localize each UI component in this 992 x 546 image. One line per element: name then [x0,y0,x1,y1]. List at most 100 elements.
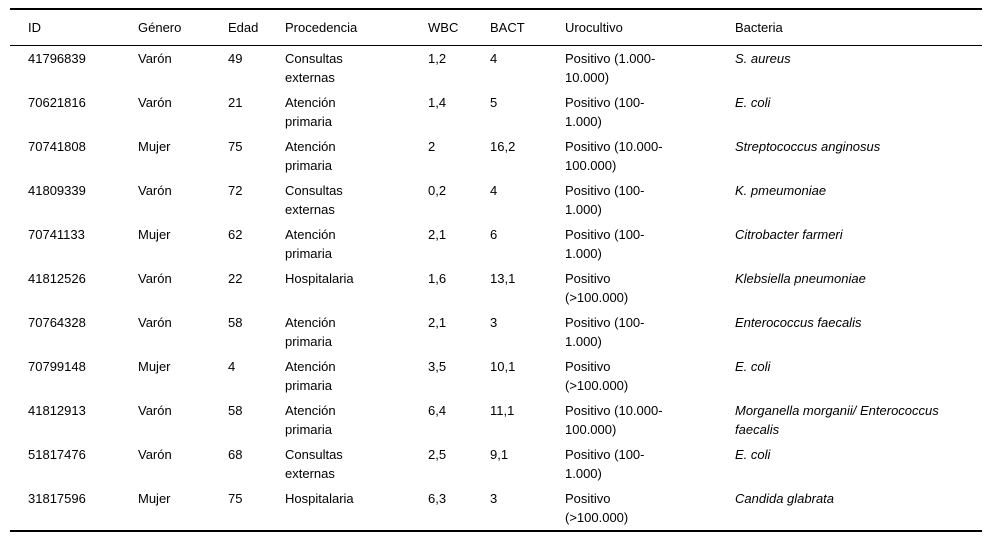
cell-bact: 5 [490,95,498,110]
cell-bact: 13,1 [490,271,516,286]
cell-genero: Mujer [138,359,171,374]
column-header-bact: BACT [490,9,565,46]
cell-genero: Varón [138,315,172,330]
column-header-id: ID [10,9,138,46]
column-header-edad: Edad [228,9,285,46]
cell-bact: 3 [490,315,498,330]
cell-procedencia: Atención primaria [285,403,336,437]
cell-edad: 75 [228,139,243,154]
cell-edad: 75 [228,491,243,506]
cell-urocultivo: Positivo (100-​1.000) [565,183,645,217]
table-row: 41809339 Varón 72 Consultas externas 0,2 4 Pos… [10,178,982,222]
cell-wbc: 6,4 [428,403,447,418]
cell-genero: Mujer [138,227,171,242]
cell-bact: 10,1 [490,359,516,374]
cell-wbc: 2 [428,139,436,154]
cell-bact: 6 [490,227,498,242]
cell-bact: 9,1 [490,447,509,462]
cell-id: 51817476 [28,447,86,462]
cell-bact: 4 [490,51,498,66]
cell-id: 70621816 [28,95,86,110]
cell-id: 70799148 [28,359,86,374]
cell-bacteria: Morganella morganii/ Enterococcus faecal… [735,403,939,437]
table-row: 70621816 Varón 21 Atención primaria 1,4 5 Posi… [10,90,982,134]
cell-bacteria: Enterococcus faecalis [735,315,862,330]
cell-id: 41796839 [28,51,86,66]
cell-wbc: 2,5 [428,447,447,462]
cell-genero: Varón [138,403,172,418]
cell-procedencia: Consultas externas [285,51,343,85]
cell-procedencia: Atención primaria [285,359,336,393]
cell-urocultivo: Positivo (1.000-​10.000) [565,51,656,85]
cell-genero: Varón [138,271,172,286]
cell-genero: Varón [138,95,172,110]
cell-bact: 16,2 [490,139,516,154]
cell-edad: 72 [228,183,243,198]
cell-procedencia: Consultas externas [285,183,343,217]
cell-wbc: 0,2 [428,183,447,198]
column-header-urocultivo: Urocultivo [565,9,735,46]
cell-urocultivo: Positivo (100-​1.000) [565,447,645,481]
cell-genero: Mujer [138,139,171,154]
table-row: 70799148 Mujer 4 Atención primaria 3,5 10,1 Po… [10,354,982,398]
cell-id: 31817596 [28,491,86,506]
cell-bacteria: S. aureus [735,51,791,66]
cell-id: 70741808 [28,139,86,154]
cell-bacteria: E. coli [735,447,771,462]
cell-edad: 21 [228,95,243,110]
table-row: 70741808 Mujer 75 Atención primaria 2 16,2 Pos… [10,134,982,178]
table-row: 51817476 Varón 68 Consultas externas 2,5 9,1 P… [10,442,982,486]
cell-urocultivo: Positivo (>100.000) [565,491,629,525]
patients-table: ID Género Edad Procedencia WBC BACT Urocultivo… [10,8,982,532]
cell-urocultivo: Positivo (>100.000) [565,271,629,305]
table-body: 41796839 Varón 49 Consultas externas 1,2 4 Pos… [10,46,982,532]
cell-procedencia: Atención primaria [285,227,336,261]
column-header-procedencia: Procedencia [285,9,428,46]
cell-wbc: 3,5 [428,359,447,374]
cell-edad: 58 [228,403,243,418]
cell-id: 41812526 [28,271,86,286]
cell-procedencia: Atención primaria [285,315,336,349]
cell-wbc: 1,2 [428,51,447,66]
cell-urocultivo: Positivo (10.000-​100.000) [565,139,663,173]
cell-edad: 62 [228,227,243,242]
cell-id: 70741133 [28,227,85,242]
table-row: 41796839 Varón 49 Consultas externas 1,2 4 Pos… [10,46,982,91]
table-header-row: ID Género Edad Procedencia WBC BACT Urocultivo… [10,9,982,46]
cell-edad: 68 [228,447,243,462]
cell-id: 41812913 [28,403,86,418]
cell-urocultivo: Positivo (100-​1.000) [565,95,645,129]
cell-edad: 58 [228,315,243,330]
cell-procedencia: Atención primaria [285,95,336,129]
cell-procedencia: Hospitalaria [285,271,354,286]
cell-bacteria: Streptococcus anginosus [735,139,881,154]
column-header-wbc: WBC [428,9,490,46]
cell-edad: 4 [228,359,236,374]
cell-bacteria: Candida glabrata [735,491,835,506]
cell-wbc: 2,1 [428,227,447,242]
cell-genero: Varón [138,51,172,66]
cell-urocultivo: Positivo (100-​1.000) [565,315,645,349]
cell-bacteria: Klebsiella pneumoniae [735,271,866,286]
cell-wbc: 1,4 [428,95,447,110]
table-row: 41812526 Varón 22 Hospitalaria 1,6 13,1 Positi… [10,266,982,310]
column-header-genero: Género [138,9,228,46]
cell-id: 70764328 [28,315,86,330]
cell-wbc: 1,6 [428,271,447,286]
table-row: 41812913 Varón 58 Atención primaria 6,4 11,1 P… [10,398,982,442]
table-row: 31817596 Mujer 75 Hospitalaria 6,3 3 Positivo … [10,486,982,531]
cell-genero: Varón [138,447,172,462]
cell-procedencia: Hospitalaria [285,491,354,506]
column-header-bacteria: Bacteria [735,9,982,46]
cell-id: 41809339 [28,183,86,198]
cell-bact: 11,1 [490,403,515,418]
cell-edad: 22 [228,271,243,286]
table-header: ID Género Edad Procedencia WBC BACT Urocultivo… [10,9,982,46]
cell-procedencia: Consultas externas [285,447,343,481]
cell-genero: Mujer [138,491,171,506]
table-row: 70741133 Mujer 62 Atención primaria 2,1 6 Posi… [10,222,982,266]
cell-wbc: 6,3 [428,491,447,506]
cell-bacteria: K. pmeumoniae [735,183,827,198]
cell-genero: Varón [138,183,172,198]
